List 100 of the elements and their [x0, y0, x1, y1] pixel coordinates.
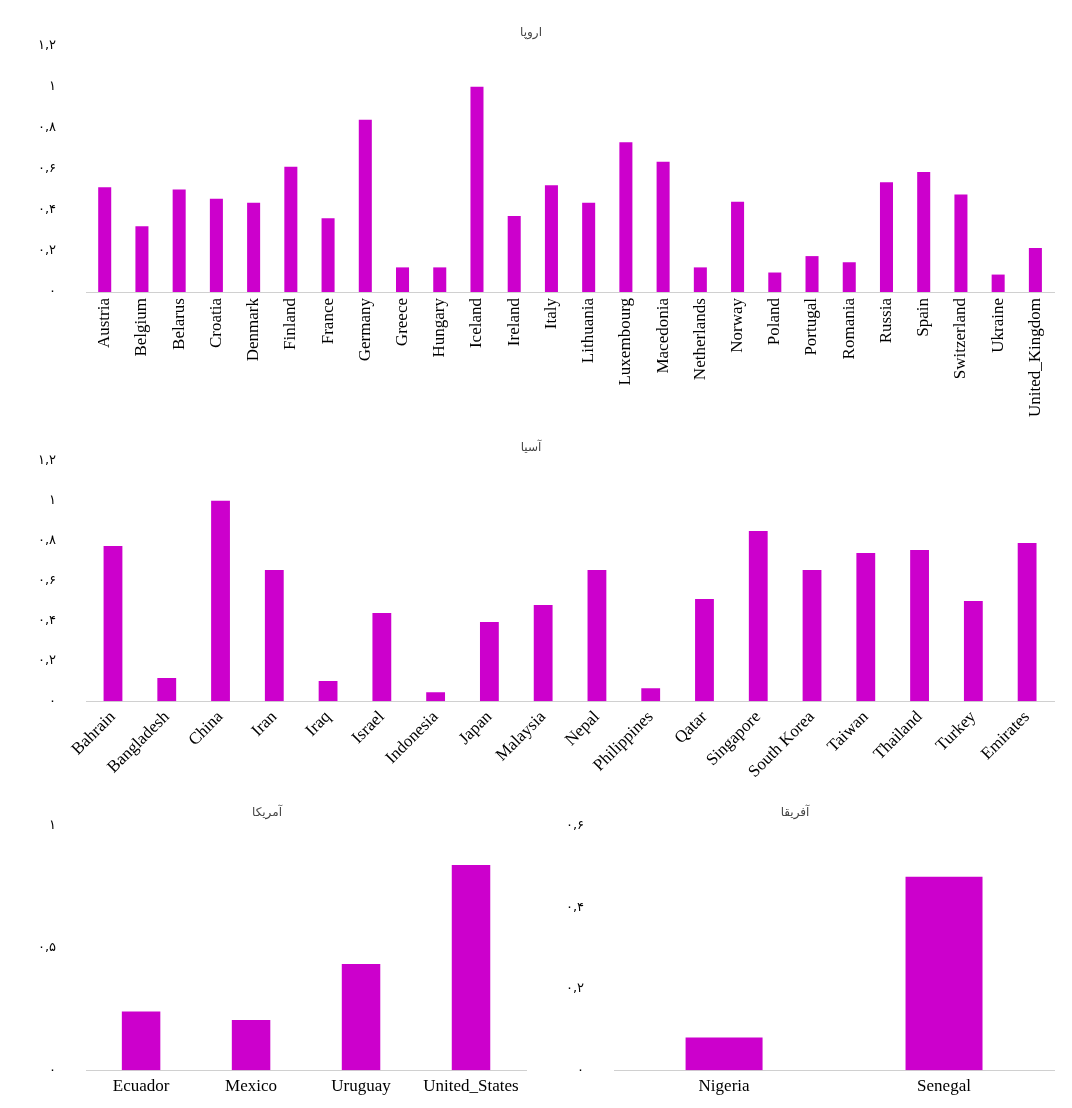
- y-tick-label: ۱: [49, 817, 57, 833]
- x-tick-label: Iceland: [466, 297, 486, 349]
- x-tick-label: Luxembourg: [615, 297, 635, 386]
- bar: [1028, 247, 1042, 293]
- bar: [619, 142, 633, 293]
- bar: [396, 267, 410, 293]
- bar: [805, 256, 819, 293]
- x-tick-label: Austria: [94, 297, 114, 349]
- bar: [98, 187, 112, 293]
- x-tick-label: Belgium: [131, 298, 151, 357]
- bar: [479, 622, 499, 702]
- bar: [426, 692, 446, 702]
- bar: [358, 119, 372, 293]
- bar: [768, 272, 782, 293]
- x-tick-label: Norway: [727, 297, 747, 353]
- bar: [963, 601, 983, 702]
- x-tick-label: Belarus: [168, 298, 188, 350]
- y-tick-label: ۰,۸: [37, 532, 57, 548]
- y-tick-label: ۰: [49, 1061, 57, 1077]
- x-tick-label: Hungary: [429, 297, 449, 358]
- bar: [135, 226, 149, 293]
- bar: [533, 605, 553, 702]
- bar: [172, 189, 186, 293]
- x-tick-label: France: [317, 298, 337, 345]
- y-tick-label: ۱,۲: [37, 452, 57, 468]
- y-tick-label: ۰: [577, 1061, 585, 1077]
- x-tick-label: Ukraine: [987, 298, 1007, 353]
- y-tick-label: ۰: [49, 283, 57, 299]
- y-tick-label: ۱: [49, 78, 57, 94]
- bar: [879, 182, 893, 293]
- bar: [695, 599, 714, 702]
- bar: [991, 274, 1005, 293]
- y-tick-label: ۰,۲: [37, 242, 57, 258]
- x-tick-label: Lithuania: [578, 297, 598, 364]
- x-tick-label: Finland: [280, 297, 300, 350]
- bar: [318, 681, 338, 702]
- x-tick-label: United_Kingdom: [1024, 298, 1044, 418]
- x-tick-label: Netherlands: [689, 298, 709, 381]
- x-tick-label: Greece: [392, 298, 411, 347]
- bar: [372, 613, 392, 702]
- bar: [544, 185, 558, 293]
- bar: [209, 198, 223, 293]
- y-tick-label: ۱,۲: [37, 37, 57, 53]
- bar: [103, 545, 123, 702]
- x-tick-label: Denmark: [243, 297, 263, 362]
- y-tick-label: ۰,۴: [565, 898, 585, 914]
- bar: [433, 267, 447, 293]
- bar: [582, 202, 596, 293]
- x-tick-label: Croatia: [205, 297, 225, 349]
- x-tick-label: Iraq: [301, 706, 335, 740]
- x-tick-label: Italy: [540, 297, 560, 330]
- y-tick-label: ۰,۵: [37, 939, 57, 955]
- bar: [284, 166, 298, 293]
- y-tick-label: ۰,۴: [37, 201, 57, 217]
- bar: [1017, 542, 1037, 702]
- chart-title: اروپا: [520, 24, 542, 40]
- x-tick-label: Uruguay: [331, 1075, 392, 1095]
- bar: [693, 267, 707, 293]
- y-tick-label: ۰,۶: [37, 572, 57, 588]
- x-tick-label: Mexico: [225, 1075, 278, 1095]
- y-tick-label: ۰: [49, 692, 57, 708]
- bar: [641, 688, 661, 702]
- x-tick-label: Ecuador: [112, 1075, 170, 1095]
- bar: [802, 569, 822, 702]
- x-tick-label: Poland: [764, 297, 784, 346]
- y-tick-label: ۰,۲: [565, 980, 585, 996]
- bar: [321, 218, 335, 293]
- x-tick-label: Senegal: [917, 1075, 972, 1095]
- bar: [656, 161, 670, 293]
- x-tick-label: United_States: [423, 1075, 519, 1095]
- bar: [247, 202, 261, 293]
- bar: [731, 201, 745, 293]
- bar: [748, 530, 768, 702]
- bar: [856, 552, 876, 702]
- bar: [341, 963, 381, 1071]
- bar: [917, 171, 931, 293]
- bar: [264, 569, 284, 702]
- chart-title: آفریقا: [780, 803, 811, 820]
- bar: [470, 86, 484, 293]
- bar: [157, 678, 177, 702]
- y-tick-label: ۰,۶: [565, 817, 585, 833]
- bar: [211, 500, 230, 702]
- x-tick-label: Iran: [247, 706, 281, 740]
- x-tick-label: Romania: [838, 297, 858, 360]
- chart-title: آسیا: [520, 438, 542, 454]
- y-tick-label: ۰,۲: [37, 652, 57, 668]
- y-tick-label: ۰,۸: [37, 119, 57, 135]
- y-tick-label: ۱: [49, 492, 57, 508]
- y-tick-label: ۰,۴: [37, 612, 57, 628]
- chart-title: آمریکا: [251, 803, 283, 820]
- x-tick-label: Ireland: [503, 297, 523, 347]
- bar: [451, 864, 491, 1071]
- bar: [587, 569, 607, 702]
- x-tick-label: Nigeria: [698, 1075, 751, 1095]
- x-tick-label: Russia: [875, 297, 895, 344]
- bar: [121, 1011, 161, 1071]
- x-tick-label: Portugal: [801, 297, 821, 356]
- bar: [910, 549, 929, 702]
- bar: [507, 216, 521, 293]
- x-tick-label: Macedonia: [652, 297, 672, 374]
